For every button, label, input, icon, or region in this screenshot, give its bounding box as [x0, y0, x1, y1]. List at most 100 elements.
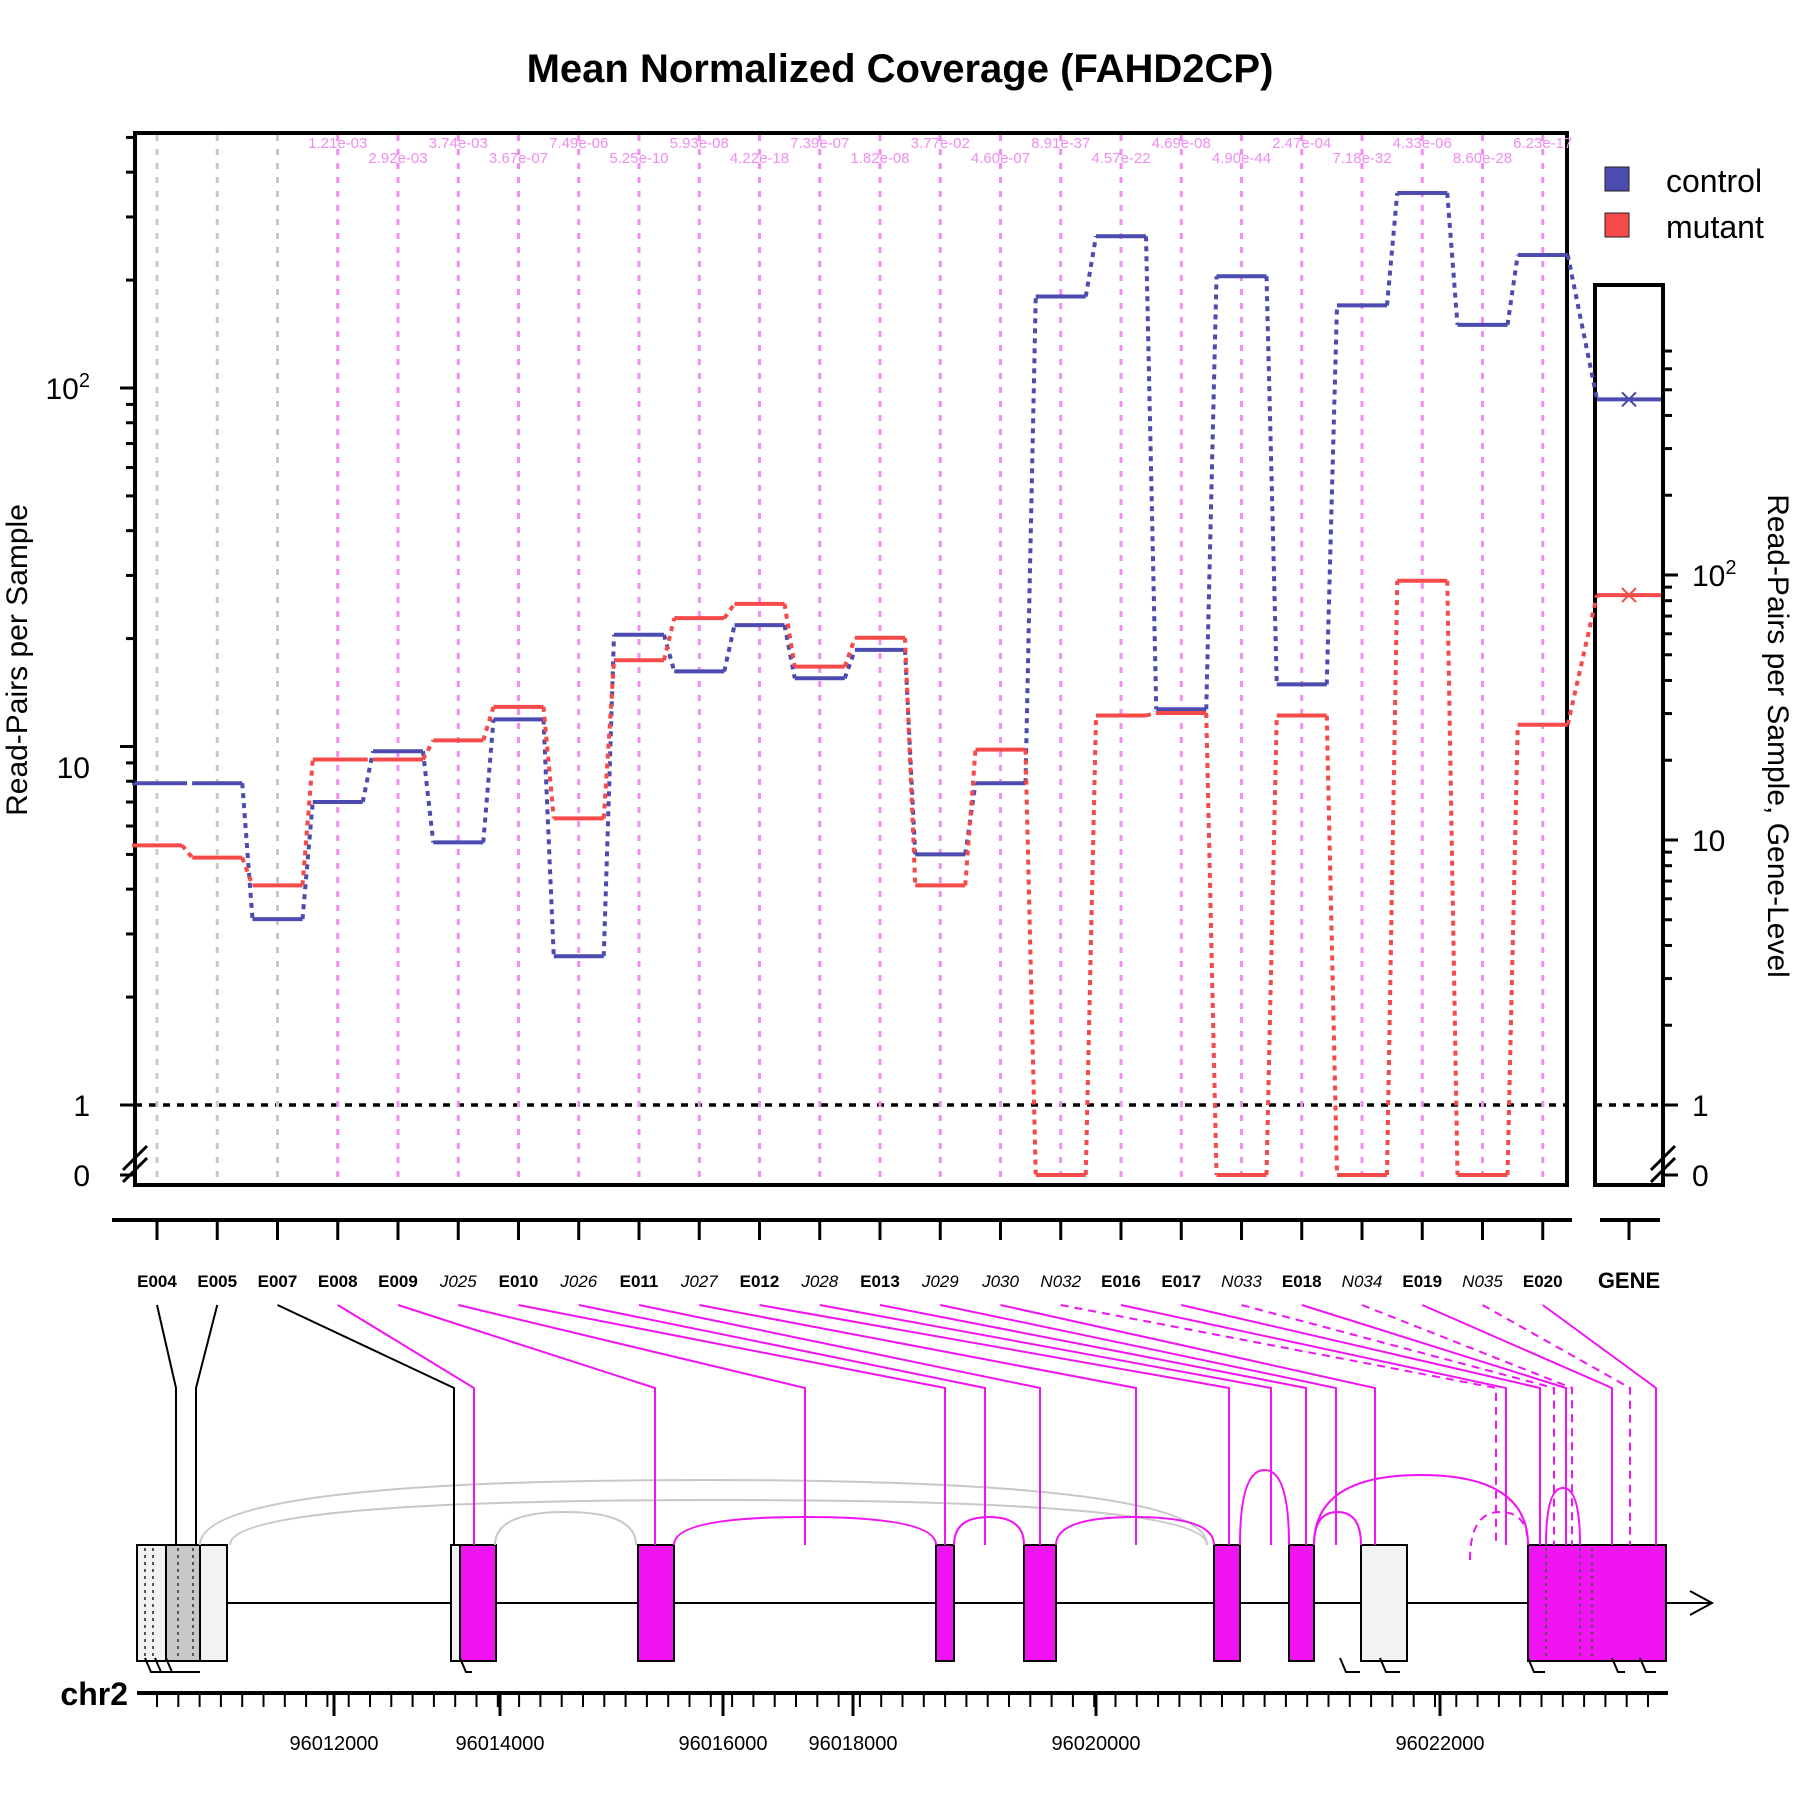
- exon-box: [1527, 1544, 1667, 1662]
- axis-break: [121, 1156, 149, 1184]
- right-y-tick-label-exponent: 2: [1725, 557, 1736, 579]
- splice-arc: [199, 1478, 1208, 1546]
- feature-connector: [638, 1304, 1041, 1545]
- mutant-connector: [1505, 724, 1520, 1176]
- feature-connector: [1120, 1304, 1507, 1545]
- mutant-connector: [782, 603, 797, 667]
- mutant-connector: [722, 602, 737, 620]
- genomic-tick-label: 96020000: [1052, 1733, 1141, 1755]
- p-value-label: 8.91e-37: [1031, 135, 1090, 152]
- feature-label: N034: [1342, 1272, 1383, 1291]
- feature-connector: [578, 1304, 986, 1545]
- control-connector: [662, 634, 677, 672]
- mutant-connector: [662, 617, 677, 661]
- main-plot-panel: [133, 131, 1569, 1187]
- p-value-label: 7.49e-06: [549, 135, 608, 152]
- mutant-connector: [842, 637, 857, 668]
- control-connector: [1445, 192, 1460, 326]
- mutant-connector: [601, 660, 616, 819]
- chromosome-label: chr2: [60, 1676, 128, 1712]
- mutant-to-gene: [1565, 594, 1599, 726]
- exon-box: [450, 1544, 461, 1662]
- feature-connector: [1181, 1304, 1541, 1545]
- gene-level-panel: [1593, 283, 1665, 1187]
- feature-connector: [156, 1304, 177, 1545]
- axis-break: [121, 1144, 149, 1172]
- control-connector: [782, 624, 797, 679]
- feature-connector: [1542, 1304, 1657, 1545]
- feature-label: J027: [680, 1272, 718, 1291]
- feature-connector: [195, 1304, 219, 1545]
- feature-connector: [397, 1304, 656, 1545]
- p-value-label: 7.18e-32: [1332, 150, 1391, 167]
- exon-foot-mark: [165, 1657, 200, 1673]
- feature-guide-lines: [155, 135, 1545, 1183]
- legend-label-mutant: mutant: [1666, 209, 1764, 245]
- p-value-label: 4.57e-22: [1091, 150, 1150, 167]
- mutant-gene-marker: [1621, 587, 1637, 603]
- genomic-tick-label: 96018000: [809, 1733, 898, 1755]
- y-tick-label-exponent: 2: [79, 370, 90, 392]
- right-y-axis: 0 1 10 102: [1649, 349, 1737, 1193]
- p-value-label: 2.47e-04: [1272, 135, 1331, 152]
- feature-label: E012: [740, 1272, 780, 1291]
- mutant-connector: [1145, 711, 1157, 718]
- control-to-gene: [1565, 254, 1599, 400]
- control-connector: [601, 634, 616, 957]
- splice-arc: [229, 1498, 1208, 1546]
- feature-label: E004: [137, 1272, 177, 1291]
- feature-label: E011: [620, 1272, 659, 1291]
- mutant-connector: [481, 706, 496, 741]
- p-value-label: 2.92e-03: [368, 150, 427, 167]
- control-gene-marker: [1621, 391, 1637, 408]
- feature-connector: [699, 1304, 1137, 1545]
- mutant-connector: [963, 749, 978, 886]
- control-connector: [240, 783, 255, 920]
- exon-foot-mark: [1527, 1657, 1545, 1673]
- splice-arc: [1313, 1510, 1362, 1546]
- p-value-label: 4.60e-07: [971, 150, 1030, 167]
- feature-label: E017: [1161, 1272, 1201, 1291]
- feature-label: E016: [1101, 1272, 1141, 1291]
- control-series: [132, 190, 1661, 959]
- legend-label-control: control: [1666, 163, 1762, 199]
- feature-connector: [277, 1304, 455, 1545]
- feature-label: E010: [499, 1272, 539, 1291]
- p-value-label: 5.25e-10: [609, 150, 668, 167]
- mutant-connector: [240, 856, 255, 887]
- feature-connector: [1241, 1304, 1555, 1545]
- strand-arrow: [1689, 1590, 1715, 1616]
- control-connector: [1144, 236, 1159, 710]
- feature-label: J028: [800, 1272, 838, 1291]
- exon-box: [637, 1544, 675, 1662]
- feature-label: J026: [559, 1272, 597, 1291]
- exon-box: [1360, 1544, 1408, 1662]
- feature-label: J029: [921, 1272, 959, 1291]
- legend: control mutant: [1604, 163, 1764, 245]
- novel-splice-arc: [1469, 1510, 1529, 1561]
- y-tick-label: 1: [73, 1090, 90, 1123]
- control-connector: [360, 750, 375, 803]
- feature-label: E013: [860, 1272, 900, 1291]
- genomic-coordinate-axis: chr2 96012000 96014000 96016000 96018000 9602…: [60, 1676, 1668, 1755]
- mutant-series: [132, 578, 1661, 1177]
- feature-connector: [458, 1304, 806, 1545]
- feature-connector: [1421, 1304, 1613, 1545]
- feature-label: E018: [1282, 1272, 1322, 1291]
- control-connector: [1023, 296, 1038, 784]
- mutant-connector: [1445, 580, 1460, 1176]
- feature-connector: [1301, 1304, 1567, 1545]
- exon-box: [1288, 1544, 1315, 1662]
- y-tick-label: 0: [73, 1160, 90, 1193]
- mutant-connector: [541, 706, 556, 819]
- splice-arc: [494, 1510, 637, 1546]
- feature-label: E008: [318, 1272, 358, 1291]
- mutant-connector: [1083, 715, 1098, 1176]
- p-value-label: 5.93e-08: [670, 135, 729, 152]
- main-plot-frame: [133, 131, 1569, 1187]
- p-value-label: 1.21e-03: [308, 135, 367, 152]
- y-axis-title: Read-Pairs per Sample: [1, 504, 34, 816]
- right-y-tick-label: 10: [1692, 825, 1725, 858]
- p-value-label: 7.39e-07: [790, 135, 849, 152]
